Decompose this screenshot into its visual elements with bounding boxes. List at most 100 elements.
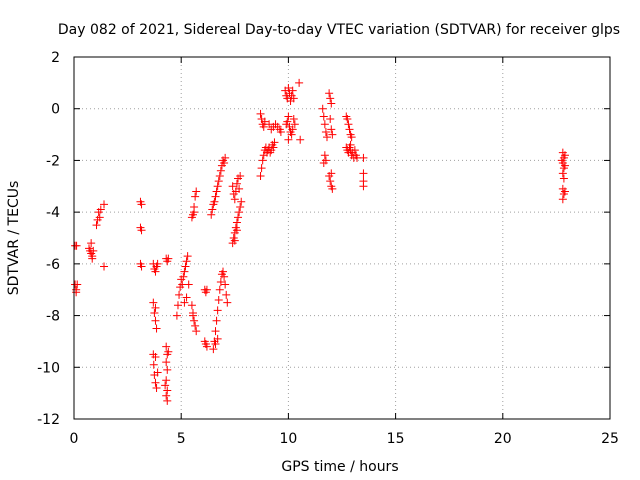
data-point-marker [318,104,327,113]
data-point-marker [151,303,160,312]
data-point-marker [321,127,330,136]
data-point-marker [213,182,222,191]
data-point-marker [211,192,220,201]
data-point-marker [320,120,329,129]
data-point-marker [256,171,265,180]
data-point-marker [326,115,335,124]
data-point-marker [325,89,334,98]
data-point-marker [182,257,191,266]
data-point-marker [92,221,101,230]
data-point-marker [235,208,244,217]
data-point-marker [236,171,245,180]
y-tick-label: -12 [37,412,60,428]
plot-frame [73,56,611,420]
data-point-marker [260,117,269,126]
data-point-marker [560,187,569,196]
data-point-marker [207,210,216,219]
data-point-marker [232,179,241,188]
data-point-marker [235,184,244,193]
data-point-marker [236,202,245,211]
data-point-marker [346,140,355,149]
data-point-marker [557,156,566,165]
y-tick-label: -6 [46,257,60,273]
data-point-marker [257,164,266,173]
data-point-marker [211,327,220,336]
data-point-marker [256,109,265,118]
data-point-marker [216,166,225,175]
data-point-marker [290,120,299,129]
data-point-marker [223,298,232,307]
data-point-marker [191,321,200,330]
data-point-marker [164,347,173,356]
data-point-marker [96,205,105,214]
data-point-marker [210,197,219,206]
data-point-marker [151,316,160,325]
data-point-marker [319,159,328,168]
x-axis-label: GPS time / hours [281,459,398,475]
data-point-marker [220,159,229,168]
axis-layer: 0 5 10 15 20 25 -12 -10 -8 -6 -4 -2 0 2 [37,50,619,447]
data-point-marker [560,151,569,160]
x-tick-label: 15 [387,431,405,447]
data-point-marker [284,135,293,144]
data-point-marker [95,213,104,222]
data-point-marker [232,218,241,227]
data-point-marker [237,197,246,206]
data-point-marker [359,169,368,178]
data-point-marker [213,306,222,315]
data-point-marker [269,143,278,152]
y-tick-label: -10 [37,360,60,376]
data-point-marker [187,301,196,310]
data-point-marker [89,246,98,255]
data-point-marker [149,360,158,369]
data-point-marker [215,171,224,180]
data-point-marker [209,345,218,354]
data-point-marker [149,298,158,307]
data-point-marker [208,205,217,214]
data-point-marker [202,342,211,351]
data-point-marker [328,130,337,139]
data-point-marker [328,184,337,193]
data-point-marker [153,368,162,377]
data-point-marker [234,213,243,222]
data-point-marker [88,252,97,261]
data-point-marker [152,324,161,333]
data-point-marker [296,135,305,144]
data-point-marker [163,396,172,405]
data-point-marker [211,340,220,349]
data-point-marker [214,177,223,186]
data-point-marker [191,192,200,201]
data-point-marker [347,133,356,142]
data-point-marker [190,208,199,217]
data-point-marker [182,293,191,302]
data-point-marker [184,280,193,289]
data-point-marker [232,226,241,235]
chart-title: Day 082 of 2021, Sidereal Day-to-day VTE… [58,22,620,38]
data-point-marker [320,151,329,160]
data-point-marker [87,239,96,248]
data-point-marker [289,94,298,103]
data-point-marker [221,153,230,162]
data-point-marker [202,285,211,294]
data-point-marker [192,187,201,196]
data-point-marker [228,182,237,191]
data-point-marker [180,298,189,307]
data-point-marker [559,174,568,183]
data-point-marker [161,381,170,390]
data-point-marker [137,200,146,209]
data-point-marker [289,115,298,124]
y-tick-label: -8 [46,309,60,325]
data-point-marker [359,153,368,162]
data-point-marker [219,267,228,276]
y-tick-label: -4 [46,205,60,221]
y-tick-label: 0 [51,102,60,118]
data-point-marker [137,226,146,235]
data-point-marker [175,290,184,299]
data-point-marker [230,195,239,204]
data-point-marker [137,262,146,271]
data-point-marker [212,316,221,325]
y-axis-label: SDTVAR / TECUs [6,181,22,296]
data-point-marker [220,272,229,281]
data-point-marker [344,120,353,129]
